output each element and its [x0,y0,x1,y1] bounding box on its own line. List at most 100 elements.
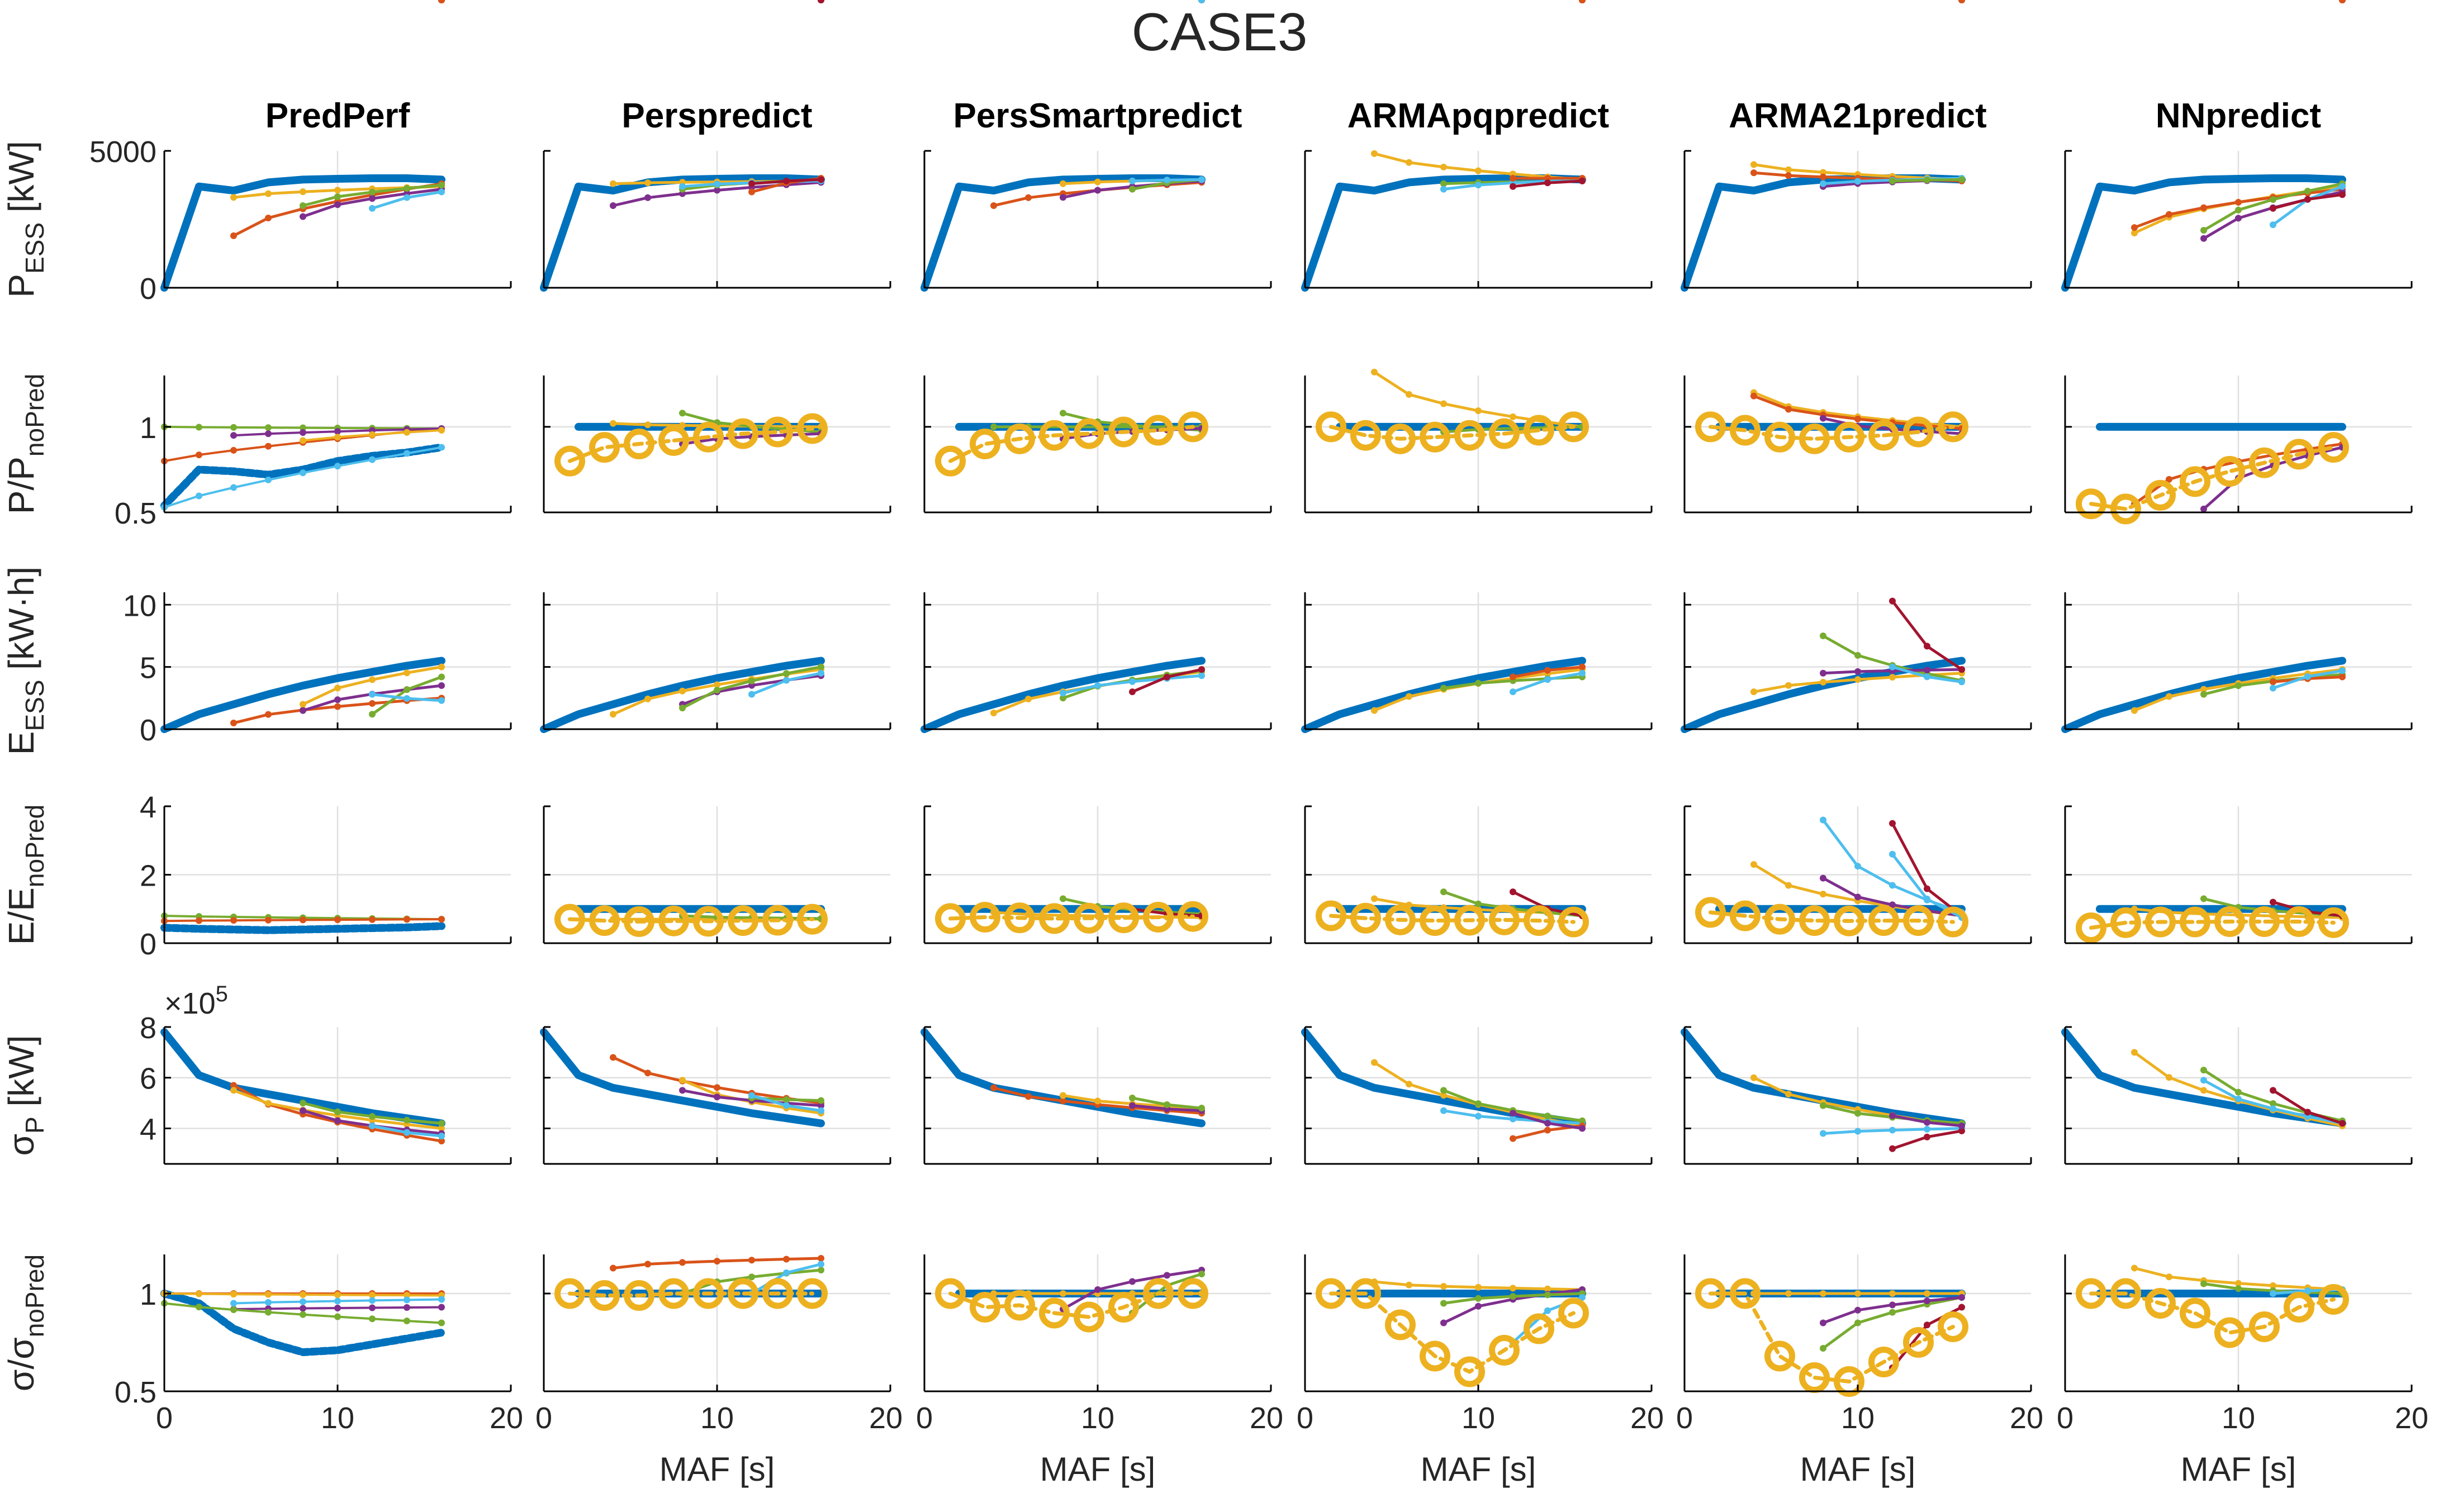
series-point [300,202,306,209]
series-point [679,687,686,695]
highlight-ring [1316,411,1346,443]
highlight-ring [762,905,793,936]
highlight-ring [589,1280,620,1311]
series-point [1820,1345,1826,1352]
column-title: ARMApqpredict [1347,97,1609,135]
x-tick-label: 0 [156,1401,173,1435]
predperf-dotted-line [160,1290,445,1356]
series-point [300,1298,306,1305]
highlight-ring [1350,420,1381,451]
series-point [300,437,306,444]
highlight-ring [762,1278,793,1309]
x-tick-label: 20 [490,1401,523,1435]
series-point [404,686,410,693]
series-point [230,1082,237,1089]
column-title: PersSmartpredict [953,97,1242,135]
x-axis-label: MAF [s] [1800,1451,1916,1488]
series-point [818,1255,824,1262]
x-tick-label: 0 [1676,1401,1693,1435]
series-point [1889,850,1896,858]
series-point [1198,1271,1205,1277]
x-axis-label: MAF [s] [659,1451,775,1488]
highlight-ring [1108,1292,1139,1323]
series-point [783,1096,790,1104]
predperf-dotted-line [160,443,445,510]
series-point [1475,167,1482,174]
series-point [2235,1095,2242,1102]
series-point [265,1291,272,1298]
x-tick-label: 0 [535,1401,552,1435]
series-point [300,188,306,196]
series-point [1475,1100,1482,1107]
series-point [1820,169,1826,176]
highlight-ring [1489,904,1520,935]
series-point [230,194,237,201]
series-point [1889,673,1896,681]
series-point [783,670,790,677]
highlight-ring [1558,906,1589,938]
series-point [300,1107,306,1114]
highlight-ring [797,413,828,444]
series-point [334,463,341,470]
series-point [1475,679,1482,687]
series-point [334,684,341,692]
series-point [1820,415,1826,422]
series-point [2235,682,2242,690]
panel-E_ratio-ARMApqpredict [1304,0,1653,944]
series-point [334,1313,341,1320]
series-point [265,430,272,438]
series-point [300,213,306,220]
series-point [334,1304,341,1311]
series-point [2270,196,2276,203]
series-point [748,180,755,187]
panel-sigma_ratio-PersSmartpredict: 0 10 20 MAF [s] [916,0,1283,1488]
panel-P_ESS-NNpredict: NNpredict [2061,97,2413,292]
baseline-series-line [160,657,445,733]
series-point [2339,667,2346,674]
series-point [1025,695,1032,702]
highlight-ring [1834,1366,1864,1397]
y-tick-label: 4 [140,791,156,824]
series-point [369,188,376,196]
series-point [2200,1280,2207,1287]
series-point [1406,391,1412,398]
series-point [230,424,237,431]
highlight-ring [1903,905,1934,936]
series-point [438,663,445,671]
series-point [196,917,202,924]
series-point [1440,186,1447,193]
highlight-ring [1489,418,1520,449]
y-tick-label: 1 [140,1278,156,1311]
series-point [1820,669,1826,677]
series-point [1785,172,1792,179]
highlight-ring [935,1278,966,1309]
highlight-ring [1316,1278,1346,1309]
series-point [2270,898,2276,906]
series-point [230,917,237,924]
series-point [1924,673,1930,681]
series-point [2200,1087,2207,1094]
highlight-line [568,426,814,463]
highlight-ring [1868,420,1899,451]
series-point [748,1273,755,1281]
highlight-line [1329,425,1576,441]
series-point [438,427,445,434]
highlight-ring [2249,1311,2280,1342]
series-point [1440,888,1447,896]
y-axis-label: P/PnoPred [1,374,49,515]
series-point [714,187,720,194]
highlight-ring [1074,902,1104,934]
series-point [1198,1105,1205,1112]
highlight-ring [1420,421,1450,453]
series-point [1544,1112,1551,1120]
highlight-ring [2110,1278,2141,1309]
highlight-ring [1454,420,1485,451]
series-point [334,696,341,703]
series-point [1958,1128,1965,1135]
y-tick-label: 0 [140,272,156,306]
series-point [1924,1125,1930,1133]
highlight-ring [2180,906,2210,938]
series-point [783,1102,790,1109]
series-point [334,1117,341,1124]
